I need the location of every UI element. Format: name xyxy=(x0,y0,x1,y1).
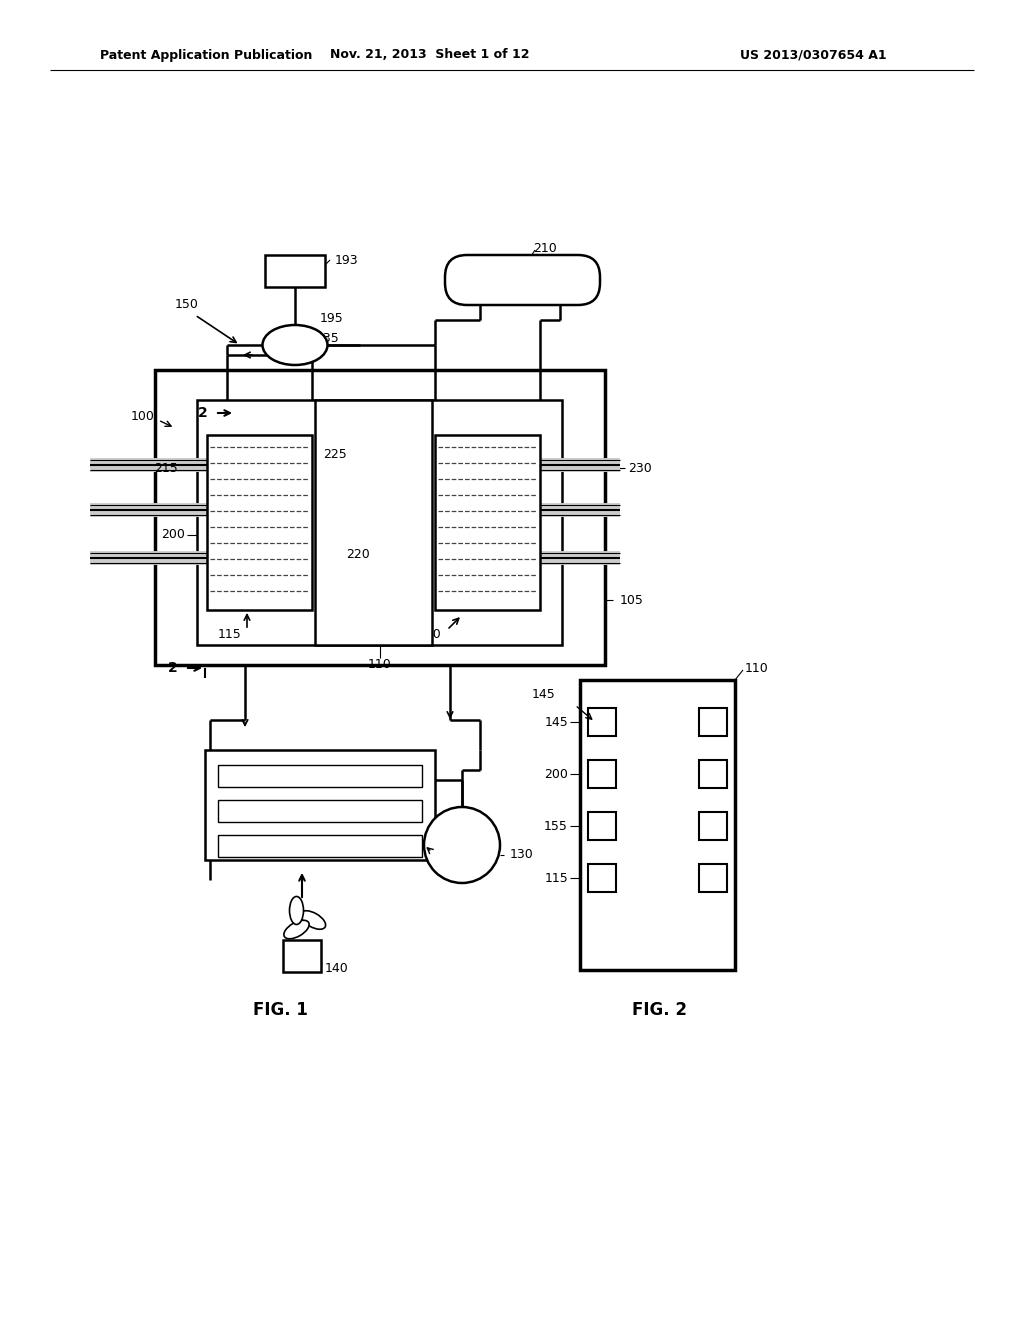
Bar xyxy=(699,865,727,892)
Bar xyxy=(207,436,312,610)
Text: 145: 145 xyxy=(217,440,239,450)
Text: Nov. 21, 2013  Sheet 1 of 12: Nov. 21, 2013 Sheet 1 of 12 xyxy=(331,49,529,62)
Bar xyxy=(699,708,727,737)
Text: 210: 210 xyxy=(534,242,557,255)
Text: FIG. 2: FIG. 2 xyxy=(633,1001,687,1019)
Ellipse shape xyxy=(300,911,326,929)
Text: 200: 200 xyxy=(544,767,568,780)
Text: 155: 155 xyxy=(468,450,488,459)
Bar xyxy=(435,436,540,610)
Text: 100: 100 xyxy=(131,411,155,424)
Text: 130: 130 xyxy=(510,849,534,862)
Text: 115: 115 xyxy=(218,628,242,642)
Text: 115: 115 xyxy=(544,871,568,884)
Text: US 2013/0307654 A1: US 2013/0307654 A1 xyxy=(740,49,887,62)
Text: 195: 195 xyxy=(319,312,344,325)
Text: 145: 145 xyxy=(544,715,568,729)
Bar xyxy=(218,836,422,857)
Text: 2: 2 xyxy=(198,407,208,420)
Text: 205: 205 xyxy=(488,533,512,546)
Bar xyxy=(218,800,422,822)
Ellipse shape xyxy=(290,896,303,924)
Ellipse shape xyxy=(262,325,328,366)
Bar xyxy=(197,400,562,645)
Ellipse shape xyxy=(284,920,309,939)
Text: 225: 225 xyxy=(324,449,347,462)
Bar xyxy=(315,400,432,645)
Bar xyxy=(265,255,325,286)
FancyBboxPatch shape xyxy=(445,255,600,305)
Text: 235: 235 xyxy=(315,331,339,345)
Text: 110: 110 xyxy=(368,659,392,672)
Bar xyxy=(580,680,735,970)
Text: 140: 140 xyxy=(325,961,349,974)
Text: 155: 155 xyxy=(544,820,568,833)
Text: 110: 110 xyxy=(745,661,769,675)
Text: FIG. 1: FIG. 1 xyxy=(253,1001,307,1019)
Text: 230: 230 xyxy=(628,462,651,474)
Text: Patent Application Publication: Patent Application Publication xyxy=(100,49,312,62)
Bar xyxy=(205,750,435,861)
Bar xyxy=(218,766,422,787)
Text: 193: 193 xyxy=(335,253,358,267)
Text: 200: 200 xyxy=(161,528,185,541)
Bar xyxy=(588,708,616,737)
Text: 220: 220 xyxy=(346,549,370,561)
Text: 150: 150 xyxy=(175,298,199,312)
Bar xyxy=(699,812,727,840)
Bar xyxy=(588,865,616,892)
Bar xyxy=(699,760,727,788)
Bar xyxy=(155,370,605,665)
Bar xyxy=(283,940,321,972)
Text: 215: 215 xyxy=(155,462,178,474)
Text: 155: 155 xyxy=(238,450,258,459)
Text: 105: 105 xyxy=(620,594,644,606)
Text: 125: 125 xyxy=(418,849,442,862)
Circle shape xyxy=(424,807,500,883)
Bar xyxy=(588,812,616,840)
Text: 145: 145 xyxy=(447,440,469,450)
Text: 145: 145 xyxy=(531,689,555,701)
Text: 2: 2 xyxy=(168,661,178,675)
Text: 120: 120 xyxy=(418,628,442,642)
Text: 135: 135 xyxy=(390,779,414,792)
Bar xyxy=(588,760,616,788)
